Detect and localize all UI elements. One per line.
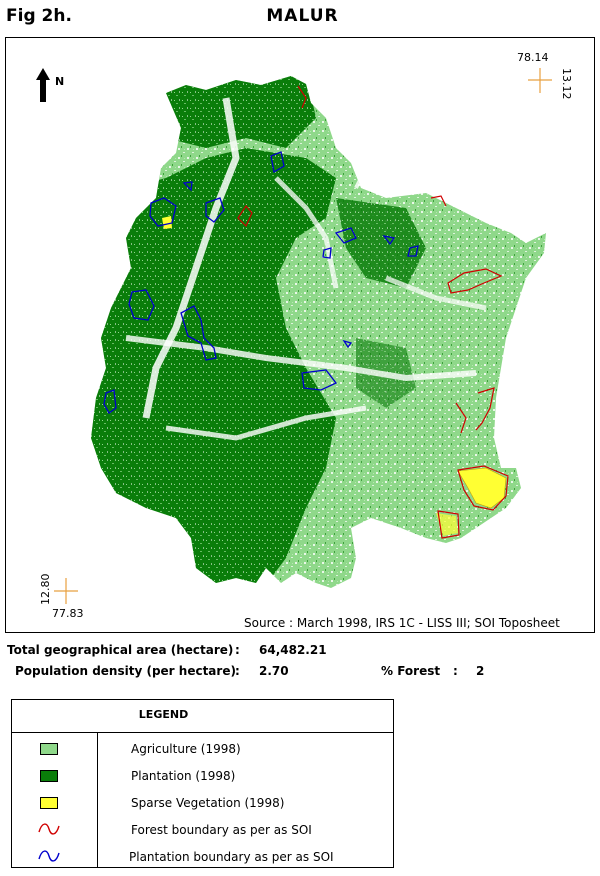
legend-item-plantation-boundary: Plantation boundary as per as SOI [12,845,395,869]
bottom-left-latitude: 12.80 [39,573,52,606]
legend-label: Sparse Vegetation (1998) [131,796,285,810]
sparse-vegetation-swatch [40,797,58,809]
stat-forest-label: % Forest [381,664,441,678]
legend-label: Plantation (1998) [131,769,236,783]
legend-title: LEGEND [138,708,189,721]
map-source: Source : March 1998, IRS 1C - LISS III; … [244,616,560,630]
crosshair-bottom-left-icon [54,578,78,604]
sparse-vegetation-east [436,513,458,536]
figure-title: MALUR [266,6,339,26]
map-frame: N 78.14 13.12 12.80 77.83 Source : March… [5,37,595,633]
north-arrow-icon [36,68,50,102]
forest-boundary-curve-icon [38,823,60,835]
legend-item-sparse-vegetation: Sparse Vegetation (1998) [12,791,395,815]
stat-forest-sep: : [453,664,458,678]
land-cover-map [36,68,552,604]
legend-item-agriculture: Agriculture (1998) [12,737,395,761]
stat-area-value: 64,482.21 [259,643,327,657]
top-right-longitude: 78.14 [517,51,549,64]
stat-density-sep: : [235,664,240,678]
legend-label: Agriculture (1998) [131,742,241,756]
agriculture-swatch [40,743,58,755]
crosshair-top-right-icon [528,68,552,93]
stat-forest-value: 2 [476,664,485,678]
plantation-boundaries [103,151,419,414]
north-label: N [55,75,65,88]
legend: LEGEND Agriculture (1998) Plantation (19… [11,699,394,868]
legend-label: Plantation boundary as per as SOI [129,850,334,864]
stat-area-sep: : [235,643,240,657]
plantation-boundary-curve-icon [38,850,60,862]
sparse-vegetation-southeast [457,467,507,509]
legend-item-forest-boundary: Forest boundary as per as SOI [12,818,395,842]
figure-label: Fig 2h. [6,6,72,26]
legend-header-rule [12,732,393,733]
legend-column-divider [97,732,98,867]
bottom-left-longitude: 77.83 [52,607,84,620]
legend-item-plantation: Plantation (1998) [12,764,395,788]
forest-boundaries [237,85,509,539]
plantation-swatch [40,770,58,782]
top-right-latitude: 13.12 [560,68,573,100]
stat-density-label: Population density (per hectare) [15,664,236,678]
plantation-areas [91,76,487,588]
legend-label: Forest boundary as per as SOI [131,823,312,837]
stat-density-value: 2.70 [259,664,289,678]
sparse-vegetation-west [162,216,172,229]
stat-area-label: Total geographical area (hectare) [7,643,234,657]
